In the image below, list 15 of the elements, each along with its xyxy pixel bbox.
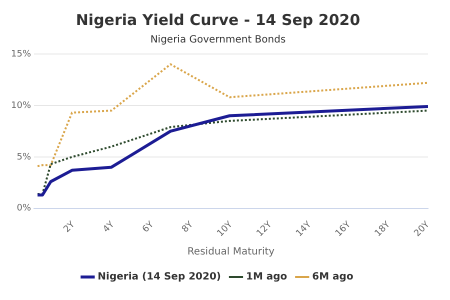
- y-tick-label: 10%: [10, 100, 32, 111]
- y-tick-label: 0%: [16, 204, 32, 214]
- x-tick-label: 6Y: [140, 220, 156, 235]
- x-tick-label: 2Y: [62, 220, 78, 235]
- y-tick-label: 15%: [10, 49, 32, 60]
- y-tick-label: 5%: [16, 152, 32, 162]
- x-tick-label: 8Y: [180, 220, 196, 235]
- chart-title: Nigeria Yield Curve - 14 Sep 2020: [76, 10, 360, 29]
- legend-label: 1M ago: [246, 272, 288, 283]
- chart-subtitle: Nigeria Government Bonds: [150, 34, 286, 46]
- x-tick-label: 4Y: [102, 220, 117, 235]
- line-series: [36, 63, 428, 168]
- x-axis-title: Residual Maturity: [187, 246, 275, 258]
- legend-label: 6M ago: [312, 272, 354, 283]
- legend-label: Nigeria (14 Sep 2020): [98, 272, 221, 283]
